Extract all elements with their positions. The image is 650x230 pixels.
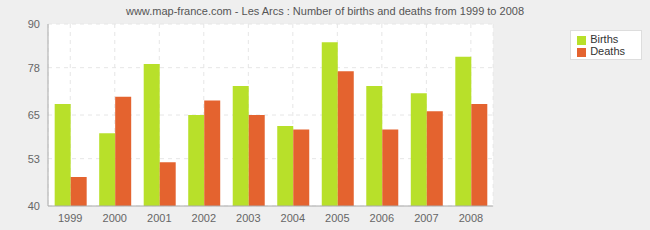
svg-text:2008: 2008 — [459, 212, 483, 224]
svg-text:53: 53 — [28, 153, 40, 165]
svg-text:40: 40 — [28, 200, 40, 212]
svg-text:2001: 2001 — [147, 212, 171, 224]
svg-text:2003: 2003 — [236, 212, 260, 224]
svg-text:1999: 1999 — [58, 212, 82, 224]
svg-text:2004: 2004 — [281, 212, 305, 224]
svg-text:2000: 2000 — [103, 212, 127, 224]
html-text:Births: Births — [590, 33, 619, 45]
svg-text:2007: 2007 — [414, 212, 438, 224]
svg-text:2006: 2006 — [370, 212, 394, 224]
svg-text:90: 90 — [28, 18, 40, 30]
svg-text:2005: 2005 — [325, 212, 349, 224]
svg-text:78: 78 — [28, 62, 40, 74]
html-text:www.map-france.com - Les Arcs: www.map-france.com - Les Arcs : Number o… — [126, 5, 524, 17]
html-text:Deaths: Deaths — [590, 45, 625, 57]
svg-text:2002: 2002 — [192, 212, 216, 224]
svg-text:65: 65 — [28, 109, 40, 121]
